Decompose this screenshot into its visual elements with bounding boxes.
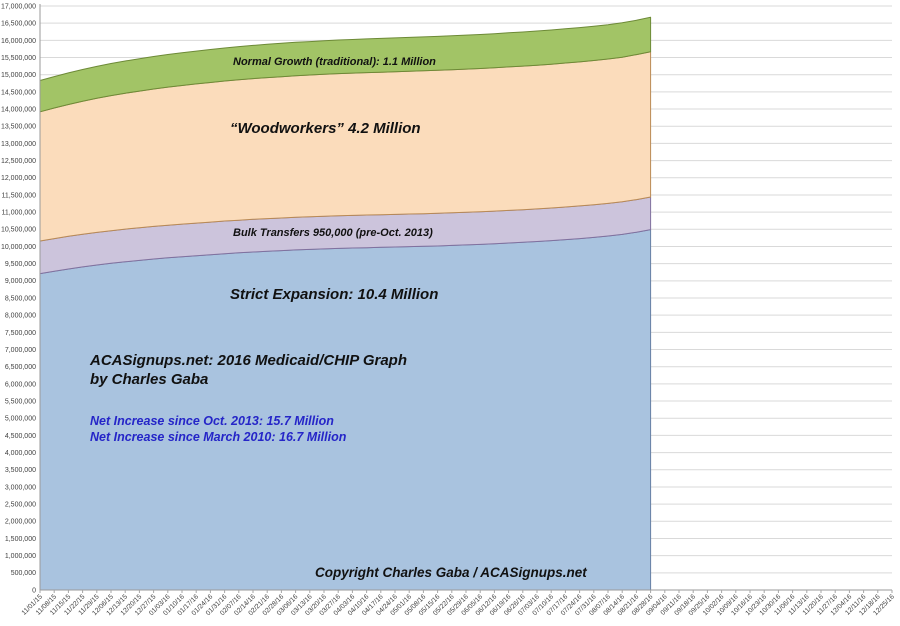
area-label-strict-expansion: Strict Expansion: 10.4 Million (230, 286, 439, 303)
y-tick-label: 1,500,000 (5, 536, 36, 543)
y-tick-label: 2,500,000 (5, 502, 36, 509)
series-strict-expansion (39, 229, 652, 591)
x-axis-labels: 11/01/1511/08/1511/15/1511/22/1511/29/15… (21, 593, 896, 617)
y-tick-label: 12,500,000 (1, 158, 36, 165)
y-tick-label: 10,500,000 (1, 227, 36, 234)
y-tick-label: 4,500,000 (5, 433, 36, 440)
y-tick-label: 4,000,000 (5, 450, 36, 457)
y-tick-label: 10,000,000 (1, 244, 36, 251)
net-increase-note: Net Increase since Oct. 2013: 15.7 Milli… (90, 413, 346, 445)
area-label-bulk-transfers: Bulk Transfers 950,000 (pre-Oct. 2013) (233, 227, 433, 239)
y-tick-label: 11,000,000 (1, 210, 36, 217)
area-label-normal-growth: Normal Growth (traditional): 1.1 Million (233, 56, 436, 68)
y-tick-label: 8,000,000 (5, 313, 36, 320)
y-tick-label: 5,000,000 (5, 416, 36, 423)
y-tick-label: 5,500,000 (5, 398, 36, 405)
y-tick-label: 13,500,000 (1, 124, 36, 131)
chart-title: ACASignups.net: 2016 Medicaid/CHIP Graph… (90, 351, 407, 389)
area-label-woodworkers: “Woodworkers” 4.2 Million (230, 120, 421, 137)
chart-title-line2: by Charles Gaba (90, 371, 209, 388)
y-tick-label: 15,000,000 (1, 72, 36, 79)
y-tick-label: 8,500,000 (5, 295, 36, 302)
y-tick-label: 2,000,000 (5, 519, 36, 526)
y-tick-label: 6,000,000 (5, 381, 36, 388)
y-tick-label: 14,000,000 (1, 106, 36, 113)
y-tick-label: 500,000 (11, 570, 36, 577)
net-increase-line1: Net Increase since Oct. 2013: 15.7 Milli… (90, 414, 334, 428)
y-tick-label: 0 (32, 587, 36, 594)
y-tick-label: 12,000,000 (1, 175, 36, 182)
y-tick-label: 7,500,000 (5, 330, 36, 337)
y-tick-label: 3,000,000 (5, 484, 36, 491)
series-normal-growth (39, 16, 652, 113)
chart-title-line1: ACASignups.net: 2016 Medicaid/CHIP Graph (90, 352, 407, 369)
y-tick-label: 6,500,000 (5, 364, 36, 371)
y-tick-label: 9,500,000 (5, 261, 36, 268)
copyright-note: Copyright Charles Gaba / ACASignups.net (315, 565, 587, 580)
y-tick-label: 13,000,000 (1, 141, 36, 148)
y-tick-label: 11,500,000 (1, 192, 36, 199)
y-tick-label: 14,500,000 (1, 89, 36, 96)
y-axis-labels: 0 500,000 1,000,000 1,500,000 2,000,000 2,500… (1, 3, 36, 594)
axes (39, 4, 893, 593)
y-tick-label: 3,500,000 (5, 467, 36, 474)
net-increase-line2: Net Increase since March 2010: 16.7 Mill… (90, 430, 347, 444)
y-tick-label: 15,500,000 (1, 55, 36, 62)
area-series (39, 16, 652, 591)
y-tick-label: 1,000,000 (5, 553, 36, 560)
y-tick-label: 16,500,000 (1, 21, 36, 28)
y-tick-label: 7,000,000 (5, 347, 36, 354)
y-tick-label: 16,000,000 (1, 38, 36, 45)
y-tick-label: 17,000,000 (1, 3, 36, 10)
y-tick-label: 9,000,000 (5, 278, 36, 285)
